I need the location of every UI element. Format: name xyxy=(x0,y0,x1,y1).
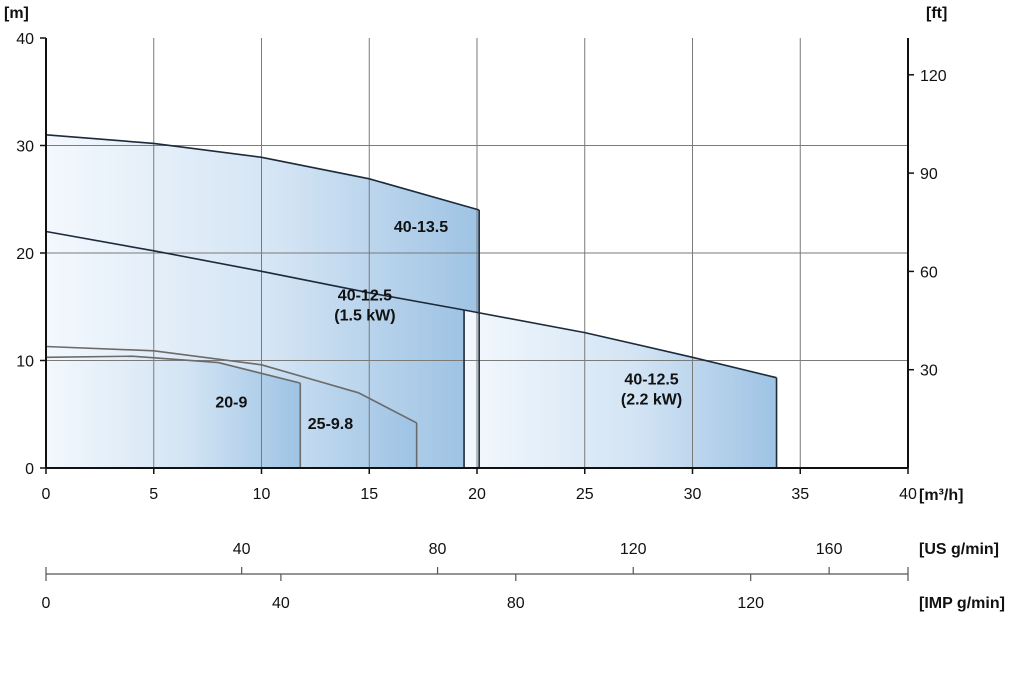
us-axis-unit: [US g/min] xyxy=(919,541,999,558)
curve-label-20-9-line-1: 20-9 xyxy=(215,394,247,411)
y2-tick-label-120: 120 xyxy=(920,68,947,85)
imp-tick-label-80: 80 xyxy=(507,595,525,612)
imp-tick-label-40: 40 xyxy=(272,595,290,612)
y-tick-label-20: 20 xyxy=(16,246,34,263)
y2-tick-label-90: 90 xyxy=(920,166,938,183)
curve-40-12-5-2-2-kw xyxy=(463,309,777,379)
x-tick-label-10: 10 xyxy=(253,486,271,503)
x-tick-label-30: 30 xyxy=(684,486,702,503)
curve-40-13-5 xyxy=(45,134,480,211)
y2-tick-label-30: 30 xyxy=(920,363,938,380)
curve-areas xyxy=(46,134,777,469)
y-tick-label-30: 30 xyxy=(16,139,34,156)
area-40-12-5-2-2-kw xyxy=(464,310,777,468)
us-tick-label-160: 160 xyxy=(816,541,843,558)
imp-tick-label-0: 0 xyxy=(42,595,51,612)
curve-label-40-12-5-1-5-kw-line-1: 40-12.5 xyxy=(338,288,392,305)
us-tick-label-40: 40 xyxy=(233,541,251,558)
curve-label-40-13-5-line-1: 40-13.5 xyxy=(394,219,448,236)
imp-axis-unit: [IMP g/min] xyxy=(919,595,1005,612)
y-tick-label-0: 0 xyxy=(25,461,34,478)
x-tick-label-25: 25 xyxy=(576,486,594,503)
x-tick-label-35: 35 xyxy=(791,486,809,503)
y-tick-label-40: 40 xyxy=(16,31,34,48)
x-axis-unit: [m³/h] xyxy=(919,487,963,504)
y-tick-label-10: 10 xyxy=(16,354,34,371)
curve-40-12-5-1-5-kw xyxy=(45,230,465,311)
curve-25-9-8 xyxy=(45,345,418,424)
curve-lines xyxy=(45,134,778,468)
us-tick-label-80: 80 xyxy=(429,541,447,558)
x-tick-label-0: 0 xyxy=(42,486,51,503)
curve-label-40-12-5-2-2-kw-line-1: 40-12.5 xyxy=(624,371,678,388)
area-20-9 xyxy=(46,356,301,468)
curve-label-40-12-5-2-2-kw-line-2: (2.2 kW) xyxy=(621,391,682,408)
axes: 0 5 10 15 20 25 30 35 40 0 10 20 30 40 30 60 90 120 40 80 12… xyxy=(16,31,947,612)
y2-axis-unit: [ft] xyxy=(926,5,947,22)
curve-20-9 xyxy=(45,355,301,384)
curve-labels: 40-13.5 40-12.5 (1.5 kW) 40-12.5 (2.2 kW) 25-… xyxy=(215,219,682,433)
x-tick-label-15: 15 xyxy=(360,486,378,503)
curve-label-25-9-8-line-1: 25-9.8 xyxy=(308,416,353,433)
x-tick-label-40: 40 xyxy=(899,486,917,503)
imp-tick-label-120: 120 xyxy=(737,595,764,612)
x-tick-label-5: 5 xyxy=(149,486,158,503)
x-tick-label-20: 20 xyxy=(468,486,486,503)
curve-label-40-12-5-1-5-kw-line-2: (1.5 kW) xyxy=(334,308,395,325)
us-tick-label-120: 120 xyxy=(620,541,647,558)
y2-tick-label-60: 60 xyxy=(920,264,938,281)
y-axis-unit: [m] xyxy=(4,5,29,22)
